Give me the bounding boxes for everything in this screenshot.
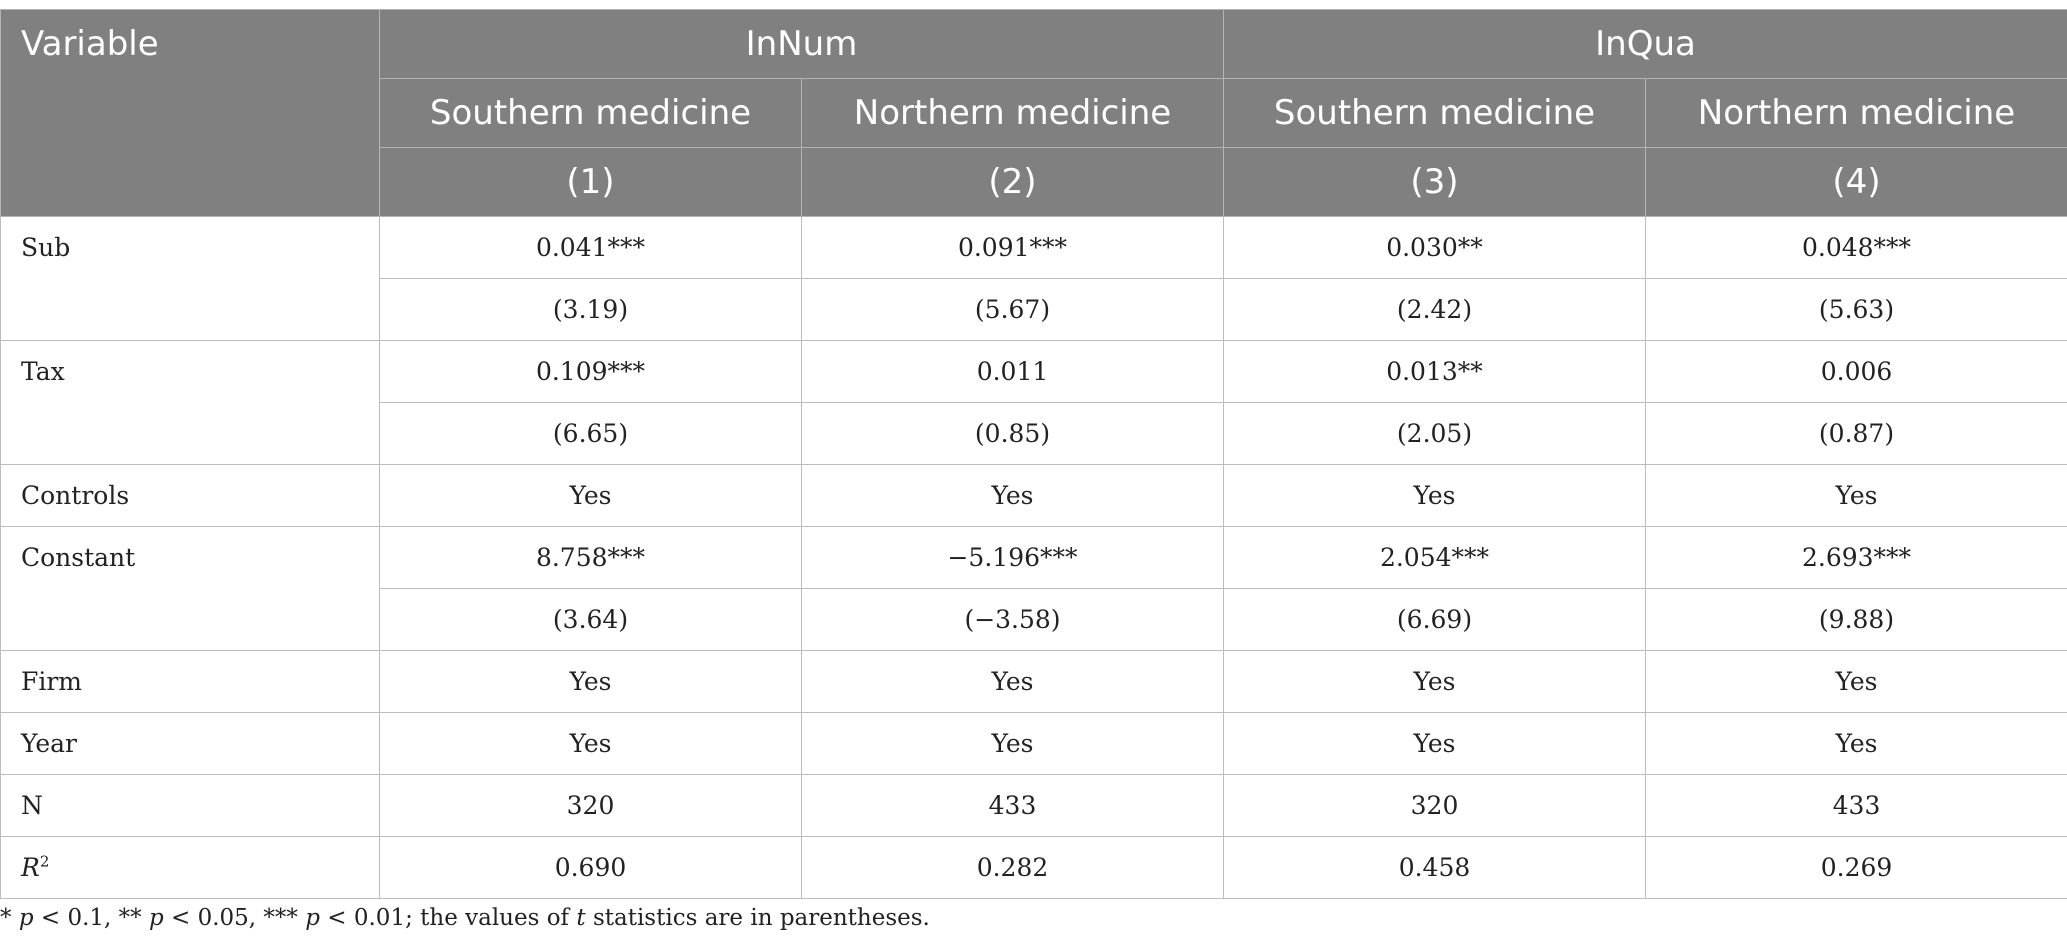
indicator-cell: Yes xyxy=(1223,650,1646,713)
coef-cell: 2.693*** xyxy=(1644,526,2067,589)
coef-cell: 8.758*** xyxy=(379,526,802,589)
coef-cell: 0.006 xyxy=(1644,340,2067,403)
row-label-r2: R2 xyxy=(0,836,380,899)
row-label-n: N xyxy=(0,774,380,837)
table-row-r2: R2 0.690 0.282 0.458 0.269 xyxy=(0,836,2067,899)
tstat-cell: (0.85) xyxy=(801,402,1224,465)
table-row-constant-coef: Constant 8.758*** −5.196*** 2.054*** 2.6… xyxy=(0,526,2067,651)
footnote-text: < 0.1, ** xyxy=(33,905,149,931)
column-number: (3) xyxy=(1223,147,1646,217)
tstat-cell: (2.42) xyxy=(1223,278,1646,341)
indicator-cell: Yes xyxy=(1223,464,1646,527)
tstat-cell: (0.87) xyxy=(1644,402,2067,465)
footnote-text: < 0.01; the values of xyxy=(319,905,577,931)
footnote-text: statistics are in parentheses. xyxy=(585,905,930,931)
row-label-controls: Controls xyxy=(0,464,380,527)
coef-cell: −5.196*** xyxy=(801,526,1224,589)
coef-cell: 0.041*** xyxy=(379,216,802,279)
tstat-cell: (9.88) xyxy=(1644,588,2067,651)
header-row-subgroups: Southern medicine Northern medicine Sout… xyxy=(1,78,2067,148)
count-cell: 320 xyxy=(1223,774,1646,837)
indicator-cell: Yes xyxy=(801,650,1224,713)
r2-label-r: R xyxy=(21,853,40,882)
tstat-cell: (−3.58) xyxy=(801,588,1224,651)
footnote-t: t xyxy=(576,905,586,931)
indicator-cell: Yes xyxy=(1223,712,1646,775)
row-label-firm: Firm xyxy=(0,650,380,713)
table-body: Sub 0.041*** 0.091*** 0.030** 0.048*** (… xyxy=(0,216,2067,899)
footnote-p: p xyxy=(305,905,320,931)
tstat-cell: (6.69) xyxy=(1223,588,1646,651)
footnote-text: < 0.05, *** xyxy=(163,905,306,931)
tstat-cell: (6.65) xyxy=(379,402,802,465)
table-row-controls: Controls Yes Yes Yes Yes xyxy=(0,464,2067,527)
coef-cell: 0.048*** xyxy=(1644,216,2067,279)
indicator-cell: Yes xyxy=(801,712,1224,775)
row-label-year: Year xyxy=(0,712,380,775)
count-cell: 433 xyxy=(801,774,1224,837)
table-header: Variable InNum InQua Southern medicine N… xyxy=(0,9,2067,217)
r2-label-superscript: 2 xyxy=(39,852,50,871)
coef-cell: 2.054*** xyxy=(1223,526,1646,589)
r2-cell: 0.458 xyxy=(1223,836,1646,899)
count-cell: 320 xyxy=(379,774,802,837)
indicator-cell: Yes xyxy=(1644,650,2067,713)
tstat-cell: (3.19) xyxy=(379,278,802,341)
table-row-firm: Firm Yes Yes Yes Yes xyxy=(0,650,2067,713)
coef-cell: 0.011 xyxy=(801,340,1224,403)
r2-cell: 0.282 xyxy=(801,836,1224,899)
row-label-sub: Sub xyxy=(0,216,380,341)
indicator-cell: Yes xyxy=(1644,464,2067,527)
footnote-p: p xyxy=(18,905,34,931)
regression-table: Variable InNum InQua Southern medicine N… xyxy=(0,9,2067,899)
column-number: (1) xyxy=(379,147,802,217)
table-footnote: * p < 0.1, ** p < 0.05, *** p < 0.01; th… xyxy=(0,905,930,931)
table-row-year: Year Yes Yes Yes Yes xyxy=(0,712,2067,775)
subgroup-header: Northern medicine xyxy=(801,78,1224,148)
tstat-cell: (5.67) xyxy=(801,278,1224,341)
tstat-cell: (2.05) xyxy=(1223,402,1646,465)
r2-cell: 0.690 xyxy=(379,836,802,899)
row-label-constant: Constant xyxy=(0,526,380,651)
table-row-tax-coef: Tax 0.109*** 0.011 0.013** 0.006 xyxy=(0,340,2067,465)
header-row-groups: Variable InNum InQua xyxy=(0,9,2067,217)
count-cell: 433 xyxy=(1644,774,2067,837)
footnote-text: * xyxy=(0,905,19,931)
coef-cell: 0.030** xyxy=(1223,216,1646,279)
group-header-innum: InNum xyxy=(379,9,1224,79)
indicator-cell: Yes xyxy=(801,464,1224,527)
table-row-sub-coef: Sub 0.041*** 0.091*** 0.030** 0.048*** xyxy=(0,216,2067,341)
indicator-cell: Yes xyxy=(379,712,802,775)
coef-cell: 0.109*** xyxy=(379,340,802,403)
tstat-cell: (5.63) xyxy=(1644,278,2067,341)
row-label-tax: Tax xyxy=(0,340,380,465)
indicator-cell: Yes xyxy=(1644,712,2067,775)
header-row-columns: (1) (2) (3) (4) xyxy=(1,147,2067,217)
table-row-tax-t: (6.65) (0.85) (2.05) (0.87) xyxy=(1,402,2067,465)
subgroup-header: Southern medicine xyxy=(1223,78,1646,148)
footnote-p: p xyxy=(148,905,164,931)
tstat-cell: (3.64) xyxy=(379,588,802,651)
column-number: (2) xyxy=(801,147,1224,217)
r2-cell: 0.269 xyxy=(1644,836,2067,899)
group-header-inqua: InQua xyxy=(1222,9,2067,79)
subgroup-header: Northern medicine xyxy=(1644,78,2067,148)
indicator-cell: Yes xyxy=(379,650,802,713)
coef-cell: 0.091*** xyxy=(801,216,1224,279)
column-number: (4) xyxy=(1644,147,2067,217)
table-row-n: N 320 433 320 433 xyxy=(0,774,2067,837)
subgroup-header: Southern medicine xyxy=(379,78,802,148)
indicator-cell: Yes xyxy=(379,464,802,527)
variable-header: Variable xyxy=(0,9,380,217)
coef-cell: 0.013** xyxy=(1223,340,1646,403)
